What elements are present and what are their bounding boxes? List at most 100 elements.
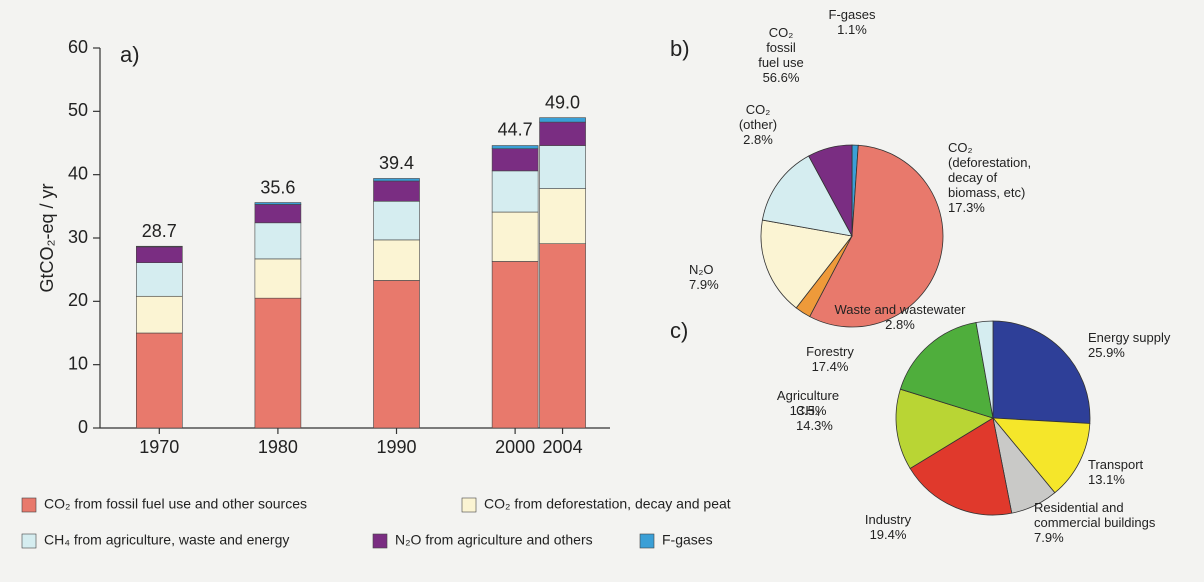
bar-segment	[373, 280, 420, 429]
y-tick-label: 40	[68, 163, 88, 183]
legend-swatch	[461, 497, 477, 513]
y-tick-label: 30	[68, 227, 88, 247]
pie-label-value: 1.1%	[837, 22, 867, 37]
pie-label: Energy supply 25.9%	[1088, 330, 1198, 360]
x-tick-label: 1990	[376, 437, 416, 457]
bar-segment	[539, 121, 586, 146]
pie-label-value: 13.5%	[789, 403, 827, 418]
x-tick-label: 2000	[495, 437, 535, 457]
legend-swatch	[372, 533, 388, 549]
pie-label-value: 56.6%	[762, 70, 800, 85]
bar-segment	[491, 148, 539, 172]
pie-label-value: 7.9%	[1034, 530, 1064, 545]
pie-slice	[992, 320, 1091, 424]
y-tick-label: 50	[68, 100, 88, 120]
pie-label-name: F-gases	[828, 7, 876, 22]
pie-slice	[760, 219, 853, 309]
pie-label: CO₂ fossil fuel use 56.6%	[758, 25, 804, 85]
pie-label: Agriculture 13.5%	[763, 388, 853, 418]
bar-segment	[254, 202, 302, 205]
pie-slice	[992, 417, 1091, 494]
x-tick-label: 2004	[543, 437, 583, 457]
pie-label-name: Forestry	[806, 344, 854, 359]
pie-label-name: Transport	[1088, 457, 1144, 472]
total-label: 35.6	[260, 177, 295, 197]
pie-slice	[899, 322, 994, 419]
bar-segment	[373, 178, 420, 182]
bar-segment	[373, 180, 420, 202]
bar-segment	[373, 239, 420, 281]
legend-label: N₂O from agriculture and others	[395, 532, 593, 548]
x-tick-label: 1980	[258, 437, 298, 457]
y-tick-label: 20	[68, 290, 88, 310]
bar-segment	[491, 211, 539, 262]
pie-label: Forestry 17.4%	[790, 344, 870, 374]
pie-slice	[909, 417, 1013, 516]
bar-segment	[539, 145, 586, 189]
pie-label-value: 17.3%	[948, 200, 985, 215]
pie-label: CH₄ 14.3%	[796, 403, 876, 433]
bar-segment	[254, 204, 302, 224]
pie-label: CO₂ (deforestation, decay of biomass, et…	[948, 140, 1038, 215]
y-tick-label: 60	[68, 37, 88, 57]
pie-label-name: CO₂ fossil fuel use	[758, 25, 804, 70]
bar-segment	[136, 245, 183, 248]
pie-slice	[761, 155, 853, 237]
total-label: 28.7	[142, 221, 177, 241]
pie-slice	[809, 144, 944, 328]
bar-segment	[491, 261, 539, 429]
pie-label: Industry 19.4%	[853, 512, 923, 542]
pie-label-value: 17.4%	[811, 359, 849, 374]
panel-label: b)	[670, 36, 690, 61]
pie-slice	[975, 320, 994, 419]
y-axis-label: GtCO₂-eq / yr	[37, 183, 57, 292]
bar-segment	[254, 222, 302, 260]
panel-label: c)	[670, 318, 688, 343]
legend-swatch	[21, 533, 37, 549]
bar-segment	[254, 297, 302, 429]
pie-label-value: 14.3%	[796, 418, 833, 433]
total-label: 44.7	[498, 120, 533, 140]
bar-segment	[539, 188, 586, 245]
bar-segment	[136, 262, 183, 297]
pie-label-value: 25.9%	[1088, 345, 1125, 360]
pie-label: N₂O 7.9%	[689, 262, 799, 292]
legend-label: F-gases	[662, 532, 713, 548]
pie-slice	[895, 388, 994, 469]
legend-label: CH₄ from agriculture, waste and energy	[44, 532, 289, 548]
bar-segment	[136, 332, 183, 429]
bar-segment	[136, 246, 183, 264]
pie-label-name: CO₂ (other)	[738, 102, 778, 132]
bar-segment	[491, 170, 539, 213]
y-tick-label: 0	[78, 417, 88, 437]
pie-label-name: Agriculture	[776, 388, 840, 403]
pie-label-name: Waste and wastewater	[834, 302, 966, 317]
bar-segment	[254, 258, 302, 299]
pie-label-value: 7.9%	[689, 277, 719, 292]
bar-segment	[539, 243, 586, 429]
pie-label-name: N₂O	[689, 262, 714, 277]
pie-label-name: CO₂ (deforestation, decay of biomass, et…	[948, 140, 1032, 200]
bar-segment	[136, 295, 183, 334]
x-tick-label: 1970	[139, 437, 179, 457]
pie-label-value: 2.8%	[885, 317, 915, 332]
legend-swatch	[639, 533, 655, 549]
legend-label: CO₂ from fossil fuel use and other sourc…	[44, 496, 307, 512]
panel-label: a)	[120, 42, 140, 67]
pie-label: Waste and wastewater 2.8%	[800, 302, 1000, 332]
y-tick-label: 10	[68, 353, 88, 373]
legend-swatch	[21, 497, 37, 513]
pie-label: Residential and commercial buildings 7.9%	[1034, 500, 1184, 545]
total-label: 39.4	[379, 153, 414, 173]
legend-label: CO₂ from deforestation, decay and peat	[484, 496, 731, 512]
pie-label: F-gases 1.1%	[822, 7, 882, 37]
bar-segment	[539, 117, 586, 123]
pie-label-name: Energy supply	[1088, 330, 1171, 345]
pie-label-value: 13.1%	[1088, 472, 1125, 487]
total-label: 49.0	[545, 92, 580, 112]
bar-segment	[491, 145, 539, 150]
pie-slice	[808, 144, 853, 237]
pie-label-name: Residential and commercial buildings	[1034, 500, 1156, 530]
pie-label-value: 19.4%	[869, 527, 907, 542]
